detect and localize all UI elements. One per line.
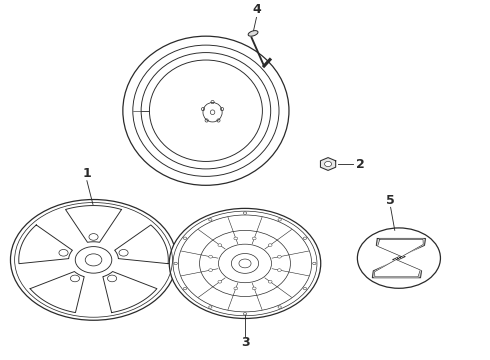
Circle shape [278, 219, 281, 221]
Circle shape [277, 269, 281, 271]
Circle shape [59, 249, 68, 256]
Text: 3: 3 [241, 336, 249, 349]
Circle shape [85, 254, 102, 266]
Polygon shape [115, 225, 168, 264]
Circle shape [107, 275, 117, 282]
Circle shape [278, 306, 281, 308]
Circle shape [209, 219, 212, 221]
Polygon shape [374, 239, 423, 277]
Circle shape [252, 287, 256, 290]
Circle shape [183, 237, 187, 239]
Polygon shape [320, 158, 336, 170]
Circle shape [244, 312, 246, 315]
Polygon shape [19, 225, 73, 264]
Polygon shape [66, 206, 122, 242]
Text: 4: 4 [252, 3, 261, 16]
Text: 5: 5 [386, 194, 395, 207]
Circle shape [218, 280, 221, 283]
Ellipse shape [248, 31, 258, 36]
Circle shape [239, 259, 251, 268]
Circle shape [234, 237, 238, 240]
Circle shape [218, 244, 221, 247]
Circle shape [269, 280, 272, 283]
Circle shape [231, 253, 259, 273]
Circle shape [209, 255, 213, 258]
Circle shape [234, 287, 238, 290]
Circle shape [303, 237, 307, 239]
Circle shape [269, 244, 272, 247]
Circle shape [119, 249, 128, 256]
Circle shape [89, 234, 98, 240]
Circle shape [169, 208, 321, 319]
Circle shape [174, 262, 177, 265]
Text: 1: 1 [82, 167, 91, 180]
Circle shape [75, 247, 112, 273]
Circle shape [313, 262, 316, 265]
Circle shape [209, 306, 212, 308]
Polygon shape [372, 238, 425, 278]
Circle shape [209, 269, 213, 271]
Text: 2: 2 [356, 158, 365, 171]
Circle shape [303, 287, 307, 290]
Circle shape [244, 212, 246, 214]
Circle shape [324, 161, 332, 167]
Circle shape [71, 275, 79, 282]
Polygon shape [103, 271, 157, 312]
Circle shape [277, 255, 281, 258]
Circle shape [357, 228, 441, 288]
Circle shape [252, 237, 256, 240]
Circle shape [183, 287, 187, 290]
Polygon shape [30, 271, 84, 312]
Circle shape [10, 199, 176, 320]
